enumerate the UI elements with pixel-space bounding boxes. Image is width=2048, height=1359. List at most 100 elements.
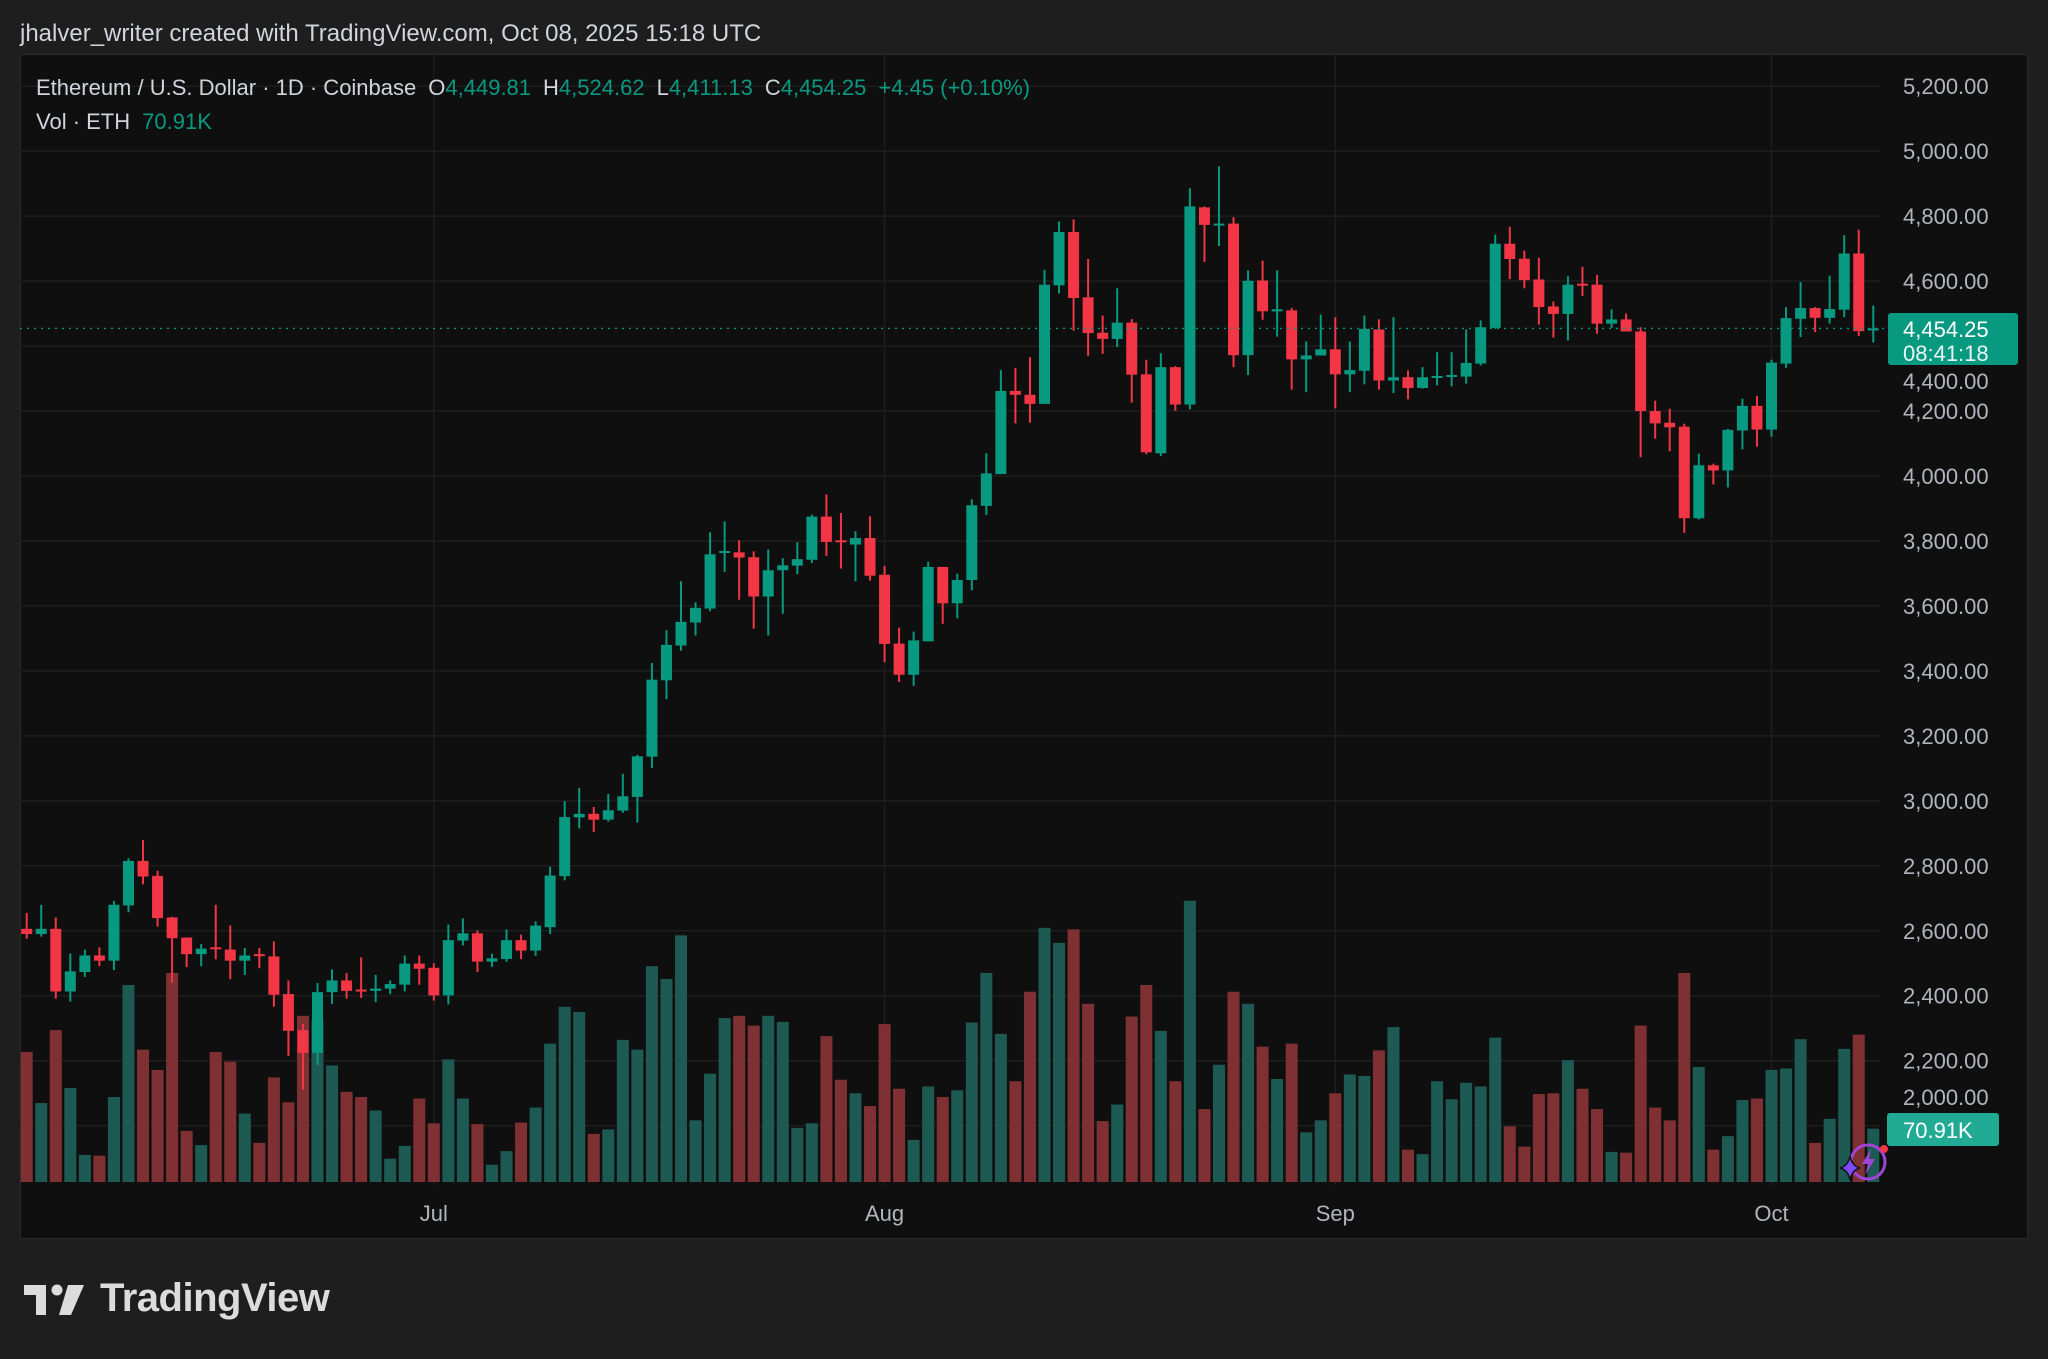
price-axis[interactable]: 5,200.00 5,000.00 4,800.00 4,600.00 4,400.00…: [1903, 74, 1989, 1110]
candle[interactable]: [908, 631, 920, 686]
candle[interactable]: [1446, 352, 1458, 387]
candle[interactable]: [1402, 370, 1414, 400]
candle[interactable]: [777, 558, 789, 614]
candle[interactable]: [951, 573, 963, 619]
candle[interactable]: [1184, 188, 1196, 410]
candle[interactable]: [704, 532, 716, 612]
candle[interactable]: [181, 937, 193, 968]
candle[interactable]: [312, 983, 323, 1065]
candle[interactable]: [733, 540, 745, 600]
tradingview-logo[interactable]: TradingView: [24, 1276, 330, 1321]
candle[interactable]: [50, 917, 62, 999]
candle[interactable]: [268, 941, 280, 1007]
candle[interactable]: [1257, 260, 1269, 320]
candle[interactable]: [1300, 341, 1312, 393]
candle[interactable]: [253, 947, 265, 969]
candle[interactable]: [1766, 359, 1777, 437]
candle[interactable]: [893, 627, 905, 682]
candle[interactable]: [1431, 352, 1443, 386]
candle[interactable]: [1358, 315, 1370, 385]
candle[interactable]: [108, 900, 120, 971]
candle[interactable]: [1344, 341, 1356, 393]
candle[interactable]: [1460, 329, 1472, 384]
candle[interactable]: [559, 801, 571, 881]
candle[interactable]: [1053, 221, 1065, 294]
candle[interactable]: [1373, 319, 1385, 390]
candle[interactable]: [1169, 366, 1181, 411]
candle[interactable]: [35, 904, 47, 937]
candle[interactable]: [471, 930, 483, 973]
candle[interactable]: [1736, 398, 1748, 450]
candle[interactable]: [1780, 307, 1792, 368]
candle[interactable]: [1591, 274, 1603, 334]
candle[interactable]: [1635, 327, 1647, 458]
candle[interactable]: [1824, 275, 1836, 324]
candle[interactable]: [195, 944, 207, 967]
candle[interactable]: [1315, 314, 1327, 356]
candle[interactable]: [1213, 166, 1225, 247]
candle[interactable]: [864, 516, 876, 581]
candle[interactable]: [1620, 313, 1632, 332]
candle[interactable]: [413, 955, 425, 985]
candle[interactable]: [457, 918, 469, 946]
candle[interactable]: [282, 980, 294, 1056]
candle[interactable]: [341, 972, 353, 999]
candle[interactable]: [1097, 315, 1109, 354]
candle[interactable]: [690, 602, 702, 636]
sparkle-lightning-icon[interactable]: [1839, 1143, 1888, 1181]
candle[interactable]: [879, 565, 891, 663]
candle[interactable]: [428, 963, 440, 1001]
volume-title[interactable]: Vol · ETH: [36, 109, 131, 134]
candle[interactable]: [21, 912, 33, 939]
candle[interactable]: [355, 957, 367, 998]
candle[interactable]: [1751, 395, 1763, 447]
candle[interactable]: [326, 969, 338, 1004]
candle[interactable]: [1228, 217, 1240, 368]
candle[interactable]: [501, 929, 513, 962]
candle[interactable]: [64, 953, 76, 1002]
candle[interactable]: [1039, 269, 1050, 404]
candle[interactable]: [762, 549, 774, 636]
candle[interactable]: [660, 630, 672, 700]
candle[interactable]: [122, 858, 134, 913]
candle[interactable]: [1126, 319, 1138, 403]
candle[interactable]: [1838, 235, 1850, 318]
candle[interactable]: [849, 531, 861, 582]
candle[interactable]: [1693, 453, 1705, 520]
candle[interactable]: [239, 947, 251, 975]
candle[interactable]: [1024, 357, 1036, 423]
candle[interactable]: [602, 794, 614, 822]
candle[interactable]: [1242, 270, 1254, 375]
candle[interactable]: [1678, 423, 1690, 533]
candle[interactable]: [1809, 307, 1821, 333]
candle[interactable]: [1504, 226, 1516, 280]
candle[interactable]: [1155, 353, 1167, 457]
candle[interactable]: [1547, 301, 1559, 338]
candle[interactable]: [922, 561, 934, 642]
candle[interactable]: [966, 499, 978, 591]
candle[interactable]: [515, 934, 527, 960]
candle[interactable]: [1068, 219, 1080, 331]
candle[interactable]: [1562, 276, 1574, 341]
candle[interactable]: [1417, 367, 1429, 389]
candle[interactable]: [1664, 408, 1676, 452]
candle[interactable]: [152, 870, 164, 927]
candle[interactable]: [1111, 288, 1123, 348]
candle[interactable]: [1518, 250, 1530, 289]
candle[interactable]: [1387, 317, 1399, 394]
candle[interactable]: [1140, 359, 1152, 455]
candle[interactable]: [646, 663, 658, 769]
candle[interactable]: [995, 370, 1007, 475]
candle[interactable]: [297, 1023, 309, 1090]
candle[interactable]: [1853, 229, 1865, 336]
candle[interactable]: [631, 754, 643, 823]
candle[interactable]: [442, 924, 454, 1005]
candle[interactable]: [544, 866, 556, 935]
candle[interactable]: [1722, 428, 1734, 488]
candle[interactable]: [486, 953, 498, 967]
candle[interactable]: [384, 980, 396, 995]
candle[interactable]: [1533, 257, 1545, 325]
candle[interactable]: [820, 494, 832, 556]
candle[interactable]: [210, 904, 222, 960]
candle[interactable]: [675, 581, 687, 651]
